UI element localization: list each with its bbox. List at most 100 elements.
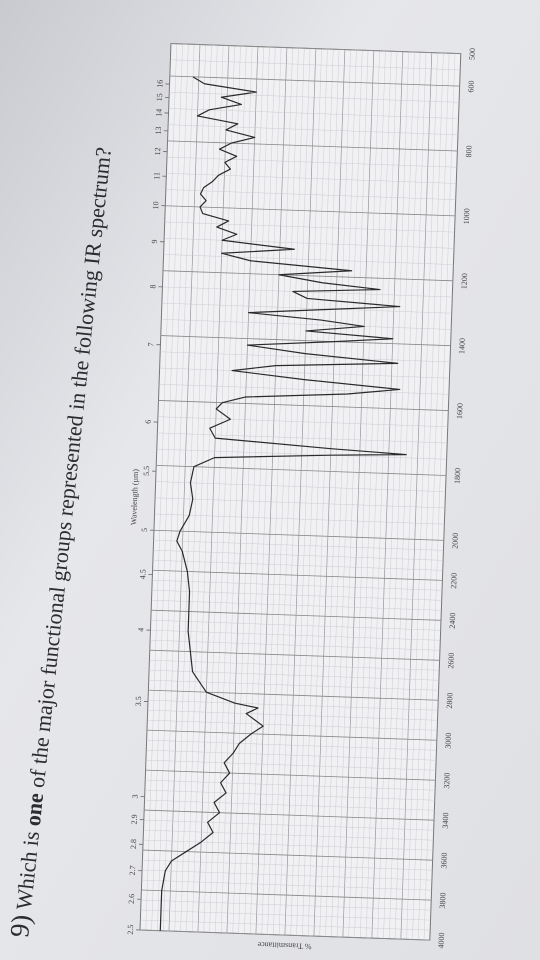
grid-line-minor xyxy=(226,46,259,934)
grid-line-minor xyxy=(365,51,398,938)
grid-line xyxy=(145,769,436,781)
grid-line xyxy=(153,529,444,541)
grid-line-minor xyxy=(162,286,453,298)
grid-line-minor xyxy=(418,53,450,940)
grid-line-minor xyxy=(148,699,438,711)
x2-tick-label: 6 xyxy=(144,420,153,424)
question-emphasis: one xyxy=(20,792,48,828)
grid-line-minor xyxy=(142,869,432,881)
grid-line-minor xyxy=(342,50,375,938)
grid-line xyxy=(139,929,430,941)
grid-line-minor xyxy=(290,48,322,936)
grid-line-minor xyxy=(155,481,446,492)
grid-line-minor xyxy=(191,45,224,932)
grid-line-minor xyxy=(143,839,433,851)
x-tick-label: 1000 xyxy=(462,208,472,224)
x-tick-label: 500 xyxy=(468,48,477,60)
x-tick-label: 2000 xyxy=(450,533,460,549)
x2-tick-label: 2.5 xyxy=(126,925,135,935)
grid-line-minor xyxy=(394,52,427,939)
grid-line xyxy=(144,809,435,821)
grid-line xyxy=(141,889,432,901)
grid-line-minor xyxy=(156,448,447,460)
x2-tick-label: 16 xyxy=(155,80,164,88)
grid-line xyxy=(152,569,443,581)
grid-line-minor xyxy=(203,45,235,933)
grid-line-minor xyxy=(168,124,458,135)
grid-line-minor xyxy=(170,59,461,71)
x-tick-label: 1800 xyxy=(453,468,463,484)
grid-line-minor xyxy=(163,254,454,265)
x2-tick-label: 9 xyxy=(150,239,159,243)
grid-line-minor xyxy=(149,659,440,671)
grid-line-minor xyxy=(377,51,409,939)
x-tick-label: 1400 xyxy=(457,338,467,354)
grid-line-minor xyxy=(152,580,443,591)
grid-line xyxy=(151,609,442,621)
grid-line-minor xyxy=(143,819,434,831)
x2-axis-label: Wavelength (µm) xyxy=(129,469,140,526)
grid-line-minor xyxy=(238,46,270,934)
grid-line-minor xyxy=(166,173,457,184)
grid-line xyxy=(158,400,449,411)
x-tick-label: 4000 xyxy=(437,932,447,948)
grid-line-minor xyxy=(313,49,346,937)
grid-line-minor xyxy=(168,108,459,119)
grid-line-minor xyxy=(169,92,460,103)
x2-tick-label: 4 xyxy=(136,628,145,632)
grid-line-minor xyxy=(383,52,415,939)
grid-line-minor xyxy=(296,48,328,936)
x-tick-label: 3400 xyxy=(441,812,451,828)
grid-line-minor xyxy=(146,739,437,751)
grid-line xyxy=(142,849,433,861)
x-tick-label: 2400 xyxy=(448,613,458,629)
x2-tick-label: 8 xyxy=(148,284,157,288)
grid-line-minor xyxy=(180,44,212,932)
grid-line-minor xyxy=(249,47,282,934)
grid-line-minor xyxy=(336,50,369,937)
grid-line-minor xyxy=(145,779,436,791)
grid-line-minor xyxy=(244,47,276,934)
spectrum: 4000380036003400320030002800260024002200… xyxy=(126,43,477,951)
x2-tick-label: 2.8 xyxy=(129,839,138,849)
x2-tick-label: 10 xyxy=(151,201,160,209)
grid-line-minor xyxy=(159,367,450,379)
grid-line xyxy=(156,464,447,476)
grid-line-minor xyxy=(153,540,444,551)
grid-line-minor xyxy=(151,590,442,601)
grid-line-minor xyxy=(273,48,305,935)
grid-line xyxy=(167,140,458,152)
grid-line-minor xyxy=(140,919,431,931)
grid-line-minor xyxy=(209,45,241,933)
grid-line xyxy=(163,270,453,282)
x2-tick-label: 3 xyxy=(131,794,140,798)
grid-line-minor xyxy=(371,51,404,939)
x-tick-label: 3000 xyxy=(444,732,454,748)
grid-line-minor xyxy=(150,619,441,631)
grid-line-minor xyxy=(151,600,442,611)
grid-line-minor xyxy=(153,550,444,561)
grid-line-minor xyxy=(155,497,445,509)
grid-line-minor xyxy=(423,53,456,940)
grid-line-minor xyxy=(148,679,439,691)
x-tick-label: 3800 xyxy=(438,892,448,908)
grid-line-minor xyxy=(168,44,201,932)
grid-line-minor xyxy=(149,669,439,681)
grid-line-minor xyxy=(174,44,206,932)
grid-line-minor xyxy=(150,639,440,651)
x2-tick-label: 15 xyxy=(155,93,164,101)
grid-line-minor xyxy=(142,859,433,871)
grid-line-minor xyxy=(147,719,438,731)
grid-line-minor xyxy=(166,156,457,168)
grid-line-minor xyxy=(319,49,351,937)
x-tick-label: 2600 xyxy=(446,653,456,669)
y-axis-label: % Transmittance xyxy=(257,940,312,951)
x-tick-label: 3600 xyxy=(439,852,449,868)
x2-tick-label: 7 xyxy=(146,342,155,346)
grid-line-minor xyxy=(152,560,443,571)
grid-line-minor xyxy=(354,51,386,938)
grid-line-minor xyxy=(267,47,299,935)
x-tick-label: 1600 xyxy=(455,403,465,419)
